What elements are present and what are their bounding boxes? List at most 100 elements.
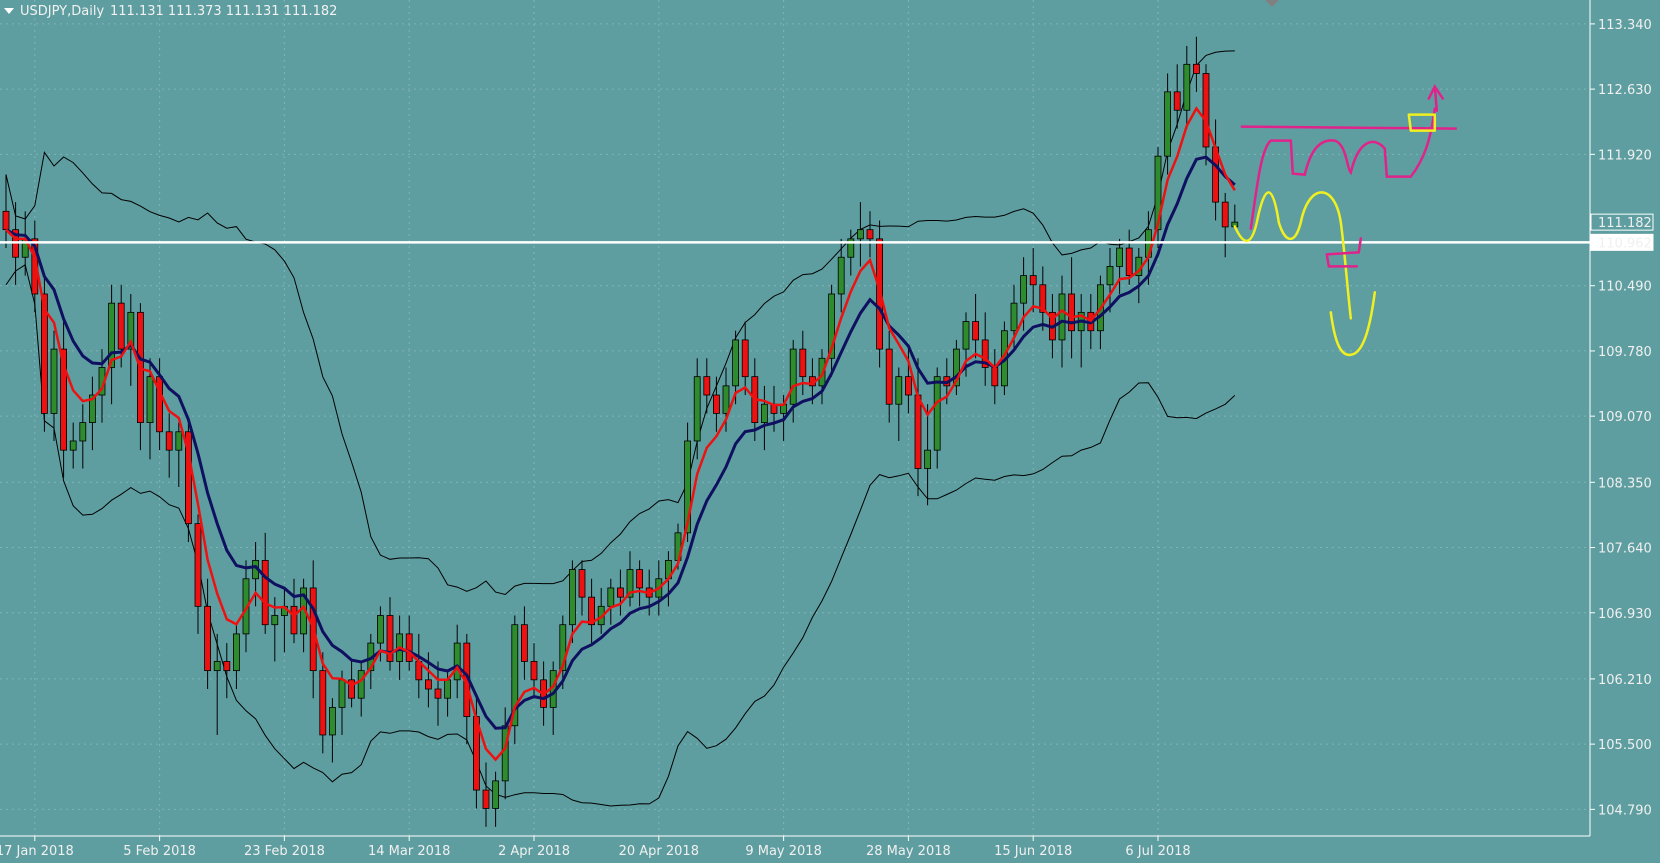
candle-bull: [338, 679, 346, 708]
candle-bull: [492, 780, 500, 809]
candle-bear: [204, 605, 212, 672]
candle-bull: [1154, 155, 1162, 231]
time-tick-label: 23 Feb 2018: [244, 844, 325, 859]
candle-bull: [1164, 91, 1171, 157]
candle-bear: [981, 339, 989, 368]
candle-bull: [444, 679, 452, 699]
candle-bull: [722, 385, 730, 414]
price-tick-label: 111.182: [1598, 216, 1652, 231]
candle-bear: [424, 679, 432, 690]
time-tick-label: 28 May 2018: [866, 844, 951, 859]
candle-bull: [175, 431, 183, 451]
candle-bull: [79, 422, 87, 442]
down-target-drawing: [1329, 291, 1377, 357]
candle-bear: [914, 394, 922, 469]
upper-band-line: [5, 50, 1235, 596]
candle-bear: [1029, 275, 1037, 286]
candle-bear: [348, 679, 356, 699]
candle-bear: [1068, 293, 1075, 332]
candle-bear: [991, 367, 999, 387]
candle-bull: [357, 670, 365, 699]
candle-bull: [693, 376, 701, 442]
candle-bull: [847, 238, 855, 258]
candle-bear: [2, 210, 10, 231]
price-tick-label: 113.340: [1598, 18, 1652, 33]
moving-averages: [5, 106, 1236, 762]
price-tick-label: 104.790: [1598, 803, 1652, 818]
candle-bull: [828, 293, 835, 359]
shift-marker-icon[interactable]: [1265, 0, 1279, 7]
up-arrow-icon: [1427, 84, 1445, 112]
candle-bear: [184, 431, 192, 525]
candle-bull: [127, 311, 135, 350]
candle-bear: [60, 348, 67, 451]
time-tick-label: 2 Apr 2018: [498, 844, 570, 859]
time-tick-label: 15 Jun 2018: [994, 844, 1072, 859]
candle-bull: [857, 229, 864, 240]
candle-bull: [895, 376, 903, 405]
current-price-tag: [1590, 213, 1654, 231]
candle-bear: [713, 394, 720, 414]
slow-ma-line: [5, 155, 1236, 730]
candle-bull: [626, 569, 634, 598]
candle-bull: [1058, 293, 1066, 341]
price-tick-label: 110.490: [1598, 280, 1652, 295]
time-tick-label: 14 Mar 2018: [368, 844, 450, 859]
candle-bull: [511, 624, 519, 727]
candle-bear: [117, 302, 125, 350]
time-tick-label: 17 Jan 2018: [0, 844, 74, 859]
candle-bull: [376, 615, 384, 644]
candle-bear: [1221, 201, 1229, 228]
candle-bear: [1173, 91, 1181, 111]
candle-bull: [559, 624, 567, 672]
time-tick-label: 5 Feb 2018: [123, 844, 196, 859]
candle-bear: [386, 615, 394, 662]
candle-bull: [1010, 302, 1018, 332]
candle-bull: [924, 449, 931, 469]
candle-bull: [933, 376, 941, 451]
candle-bear: [972, 321, 979, 341]
breakout-box-drawing: [1407, 113, 1437, 132]
price-tick-label: 112.630: [1598, 83, 1652, 98]
candle-bear: [41, 293, 48, 414]
candle-bull: [69, 440, 77, 451]
price-tick-label: 108.350: [1598, 476, 1652, 491]
candle-bear: [434, 688, 442, 699]
candle-bear: [741, 339, 749, 378]
candle-bear: [530, 661, 538, 681]
fast-ma-line: [5, 106, 1236, 762]
candle-bear: [905, 376, 912, 396]
candle-bull: [453, 642, 461, 681]
time-tick-label: 9 May 2018: [745, 844, 822, 859]
candle-bear: [588, 596, 595, 626]
collapse-triangle-icon[interactable]: [4, 8, 14, 14]
header-ohlc: 111.131 111.373 111.131 111.182: [110, 4, 337, 19]
candle-bear: [31, 238, 39, 295]
candle-bull: [789, 348, 797, 405]
resistance-drawn-line: [1240, 125, 1457, 130]
candle-bear: [405, 633, 413, 662]
time-axis: 17 Jan 2018 5 Feb 2018 23 Feb 2018 14 Mar 2…: [0, 836, 1191, 859]
candle-bull: [1106, 266, 1114, 286]
candle-bear: [866, 229, 874, 240]
candle-bull: [1020, 275, 1027, 304]
candle-bear: [261, 559, 269, 626]
price-tick-label: 105.500: [1598, 738, 1652, 753]
price-tick-label: 107.640: [1598, 542, 1652, 557]
candle-bear: [319, 670, 327, 736]
candle-bull: [962, 321, 970, 350]
price-tick-label: 109.070: [1598, 410, 1652, 425]
candle-bull: [732, 339, 739, 387]
price-tick-label: 110.962: [1598, 236, 1652, 251]
candle-bear: [482, 789, 490, 809]
candle-bull: [1116, 247, 1123, 267]
candle-bull: [569, 569, 576, 626]
candle-bull: [607, 587, 615, 607]
bearish-path-drawing: [1233, 191, 1353, 320]
candle-bear: [617, 587, 624, 598]
header-symbol-timeframe: USDJPY,Daily: [20, 4, 104, 19]
price-tick-label: 106.210: [1598, 673, 1652, 688]
